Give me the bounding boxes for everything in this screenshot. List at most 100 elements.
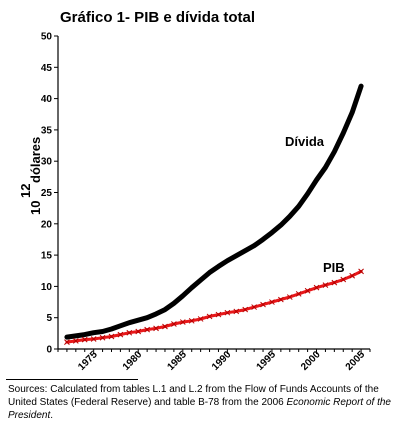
data-point-pib — [108, 333, 115, 340]
marker-stroke — [313, 284, 320, 291]
marker-stroke — [126, 329, 133, 336]
x-tick-label: 2000 — [299, 349, 323, 373]
marker-stroke — [117, 331, 124, 338]
chart: Gráfico 1- PIB e dívida total 10 12 dóla… — [18, 9, 371, 373]
data-point-pib — [331, 279, 338, 286]
marker-stroke — [64, 339, 70, 345]
data-point-pib — [340, 276, 347, 283]
marker-stroke — [269, 299, 275, 305]
data-point-pib — [349, 272, 356, 279]
y-axis-power: 10 — [28, 201, 43, 215]
marker-stroke — [72, 338, 79, 344]
marker-stroke — [331, 279, 338, 286]
series-layer — [64, 83, 364, 345]
marker-stroke — [224, 309, 231, 316]
data-point-pib — [153, 325, 159, 332]
data-point-pib — [224, 309, 231, 316]
marker-stroke — [304, 287, 311, 294]
data-point-pib — [81, 336, 88, 343]
x-ticks: 1975 1980 1985 1990 1995 2000 2005 — [57, 349, 371, 373]
x-tick-label: 1975 — [76, 349, 100, 373]
chart-title: Gráfico 1- PIB e dívida total — [60, 9, 255, 26]
annotation-divida: Dívida — [285, 134, 325, 149]
marker-stroke — [81, 336, 88, 343]
y-tick-label: 10 — [41, 282, 53, 293]
x-tick-label: 1985 — [165, 349, 189, 373]
source-italic: Economic Report of the President — [8, 397, 391, 421]
y-tick-label: 35 — [41, 125, 53, 136]
marker-stroke — [242, 306, 249, 313]
annotation-pib: PIB — [323, 260, 345, 275]
marker-stroke — [233, 308, 240, 315]
data-point-pib — [72, 338, 79, 344]
data-point-pib — [286, 294, 293, 300]
marker-stroke — [153, 325, 159, 332]
x-tick-label: 2005 — [344, 349, 368, 373]
y-tick-label: 0 — [46, 345, 52, 356]
marker-stroke — [349, 272, 356, 279]
data-point-pib — [251, 304, 257, 310]
marker-stroke — [90, 336, 97, 342]
y-tick-label: 45 — [41, 63, 53, 74]
data-point-pib — [206, 313, 213, 320]
source-rule — [6, 379, 138, 380]
data-point-pib — [126, 329, 133, 336]
marker-stroke — [108, 333, 115, 340]
marker-stroke — [162, 323, 168, 330]
data-point-pib — [171, 321, 177, 327]
data-point-pib — [313, 284, 320, 291]
data-point-pib — [278, 296, 284, 303]
source-end: . — [50, 410, 54, 421]
data-point-pib — [358, 268, 364, 275]
marker-stroke — [260, 301, 266, 308]
data-point-pib — [269, 299, 275, 305]
marker-stroke — [322, 282, 329, 289]
data-point-pib — [295, 291, 302, 297]
data-point-pib — [117, 331, 124, 338]
data-point-pib — [215, 311, 222, 318]
data-point-pib — [242, 306, 249, 313]
source-note: Sources: Calculated from tables L.1 and … — [8, 383, 406, 422]
marker-stroke — [278, 296, 284, 303]
marker-stroke — [179, 319, 186, 325]
marker-stroke — [358, 268, 364, 275]
marker-stroke — [144, 326, 150, 333]
y-tick-label: 50 — [41, 32, 53, 43]
x-tick-label: 1990 — [210, 349, 234, 373]
axes — [57, 36, 370, 350]
y-axis-exponent: 12 — [18, 184, 33, 198]
data-point-pib — [233, 308, 240, 315]
data-point-pib — [197, 316, 204, 322]
data-point-pib — [322, 282, 329, 289]
y-tick-label: 40 — [41, 94, 53, 105]
marker-stroke — [206, 313, 213, 320]
marker-stroke — [135, 328, 142, 335]
data-point-pib — [162, 323, 168, 330]
data-point-pib — [260, 301, 266, 308]
marker-stroke — [340, 276, 347, 283]
data-point-pib — [99, 334, 106, 341]
marker-stroke — [295, 291, 302, 297]
marker-stroke — [215, 311, 222, 318]
series-line-pib — [65, 269, 363, 344]
data-point-pib — [188, 317, 195, 324]
data-point-pib — [64, 339, 70, 345]
y-tick-label: 25 — [41, 188, 53, 199]
x-tick-label: 1980 — [121, 349, 145, 373]
series-line-divida — [64, 83, 364, 340]
y-tick-label: 5 — [46, 313, 52, 324]
marker-stroke — [251, 304, 257, 310]
data-point-pib — [144, 326, 150, 333]
data-point-pib — [179, 319, 186, 325]
y-axis-unit: dólares — [28, 137, 43, 183]
data-point-pib — [135, 328, 142, 335]
data-point-pib — [304, 287, 311, 294]
y-tick-label: 30 — [41, 157, 53, 168]
marker-stroke — [188, 317, 195, 324]
marker-stroke — [197, 316, 204, 322]
marker-stroke — [99, 334, 106, 341]
x-tick-label: 1995 — [255, 349, 279, 373]
y-tick-label: 15 — [41, 251, 53, 262]
marker-stroke — [286, 294, 293, 300]
source-text: Sources: Calculated from tables L.1 and … — [8, 384, 379, 408]
